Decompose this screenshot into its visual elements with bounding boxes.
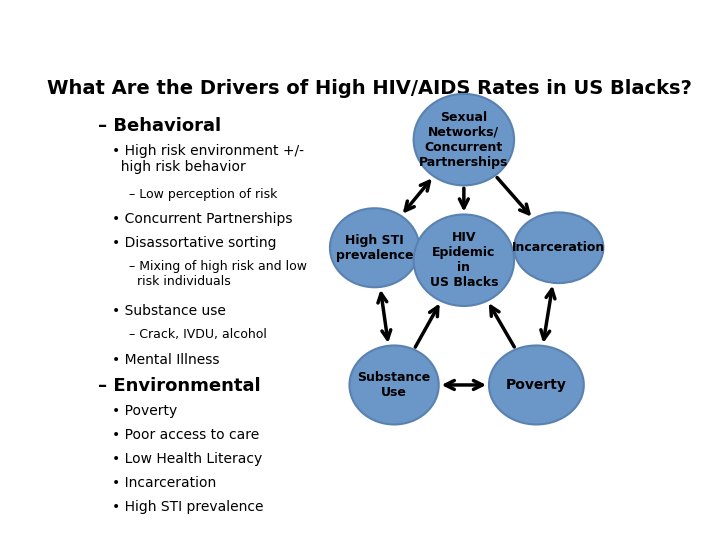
Text: Sexual
Networks/
Concurrent
Partnerships: Sexual Networks/ Concurrent Partnerships	[419, 111, 508, 168]
Ellipse shape	[489, 346, 584, 424]
Text: • Concurrent Partnerships: • Concurrent Partnerships	[112, 212, 293, 226]
Text: Incarceration: Incarceration	[512, 241, 606, 254]
Text: • Poverty: • Poverty	[112, 404, 178, 417]
Ellipse shape	[413, 214, 514, 306]
Text: • Low Health Literacy: • Low Health Literacy	[112, 452, 263, 466]
Ellipse shape	[330, 208, 419, 287]
Ellipse shape	[349, 346, 438, 424]
Text: Substance
Use: Substance Use	[358, 371, 431, 399]
Text: What Are the Drivers of High HIV/AIDS Rates in US Blacks?: What Are the Drivers of High HIV/AIDS Ra…	[47, 79, 691, 98]
Text: High STI
prevalence: High STI prevalence	[336, 234, 413, 262]
Text: HIV
Epidemic
in
US Blacks: HIV Epidemic in US Blacks	[430, 231, 498, 289]
Text: • Mental Illness: • Mental Illness	[112, 353, 220, 367]
Text: – Crack, IVDU, alcohol: – Crack, IVDU, alcohol	[129, 328, 267, 341]
Text: • Disassortative sorting: • Disassortative sorting	[112, 236, 276, 250]
Text: – Behavioral: – Behavioral	[99, 117, 222, 135]
Ellipse shape	[514, 212, 603, 283]
Text: – Environmental: – Environmental	[99, 377, 261, 395]
Text: • Substance use: • Substance use	[112, 305, 226, 318]
Ellipse shape	[413, 94, 514, 185]
Text: • Poor access to care: • Poor access to care	[112, 428, 260, 442]
Text: – Low perception of risk: – Low perception of risk	[129, 188, 277, 201]
Text: – Mixing of high risk and low
  risk individuals: – Mixing of high risk and low risk indiv…	[129, 260, 307, 288]
Text: • Incarceration: • Incarceration	[112, 476, 217, 490]
Text: Poverty: Poverty	[506, 378, 567, 392]
Text: • High STI prevalence: • High STI prevalence	[112, 500, 264, 514]
Text: • High risk environment +/-
  high risk behavior: • High risk environment +/- high risk be…	[112, 144, 305, 174]
